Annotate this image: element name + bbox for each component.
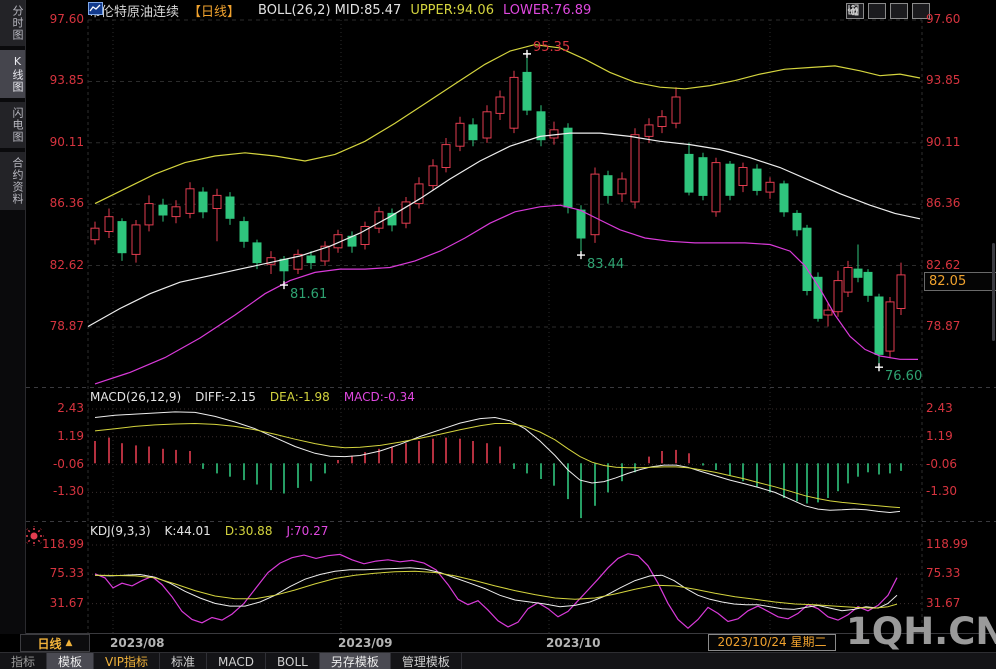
kdj-d-line <box>94 570 898 609</box>
boll-upper-value: UPPER:94.06 <box>410 3 494 18</box>
instrument-title: 布伦特原油连续 <box>88 5 180 20</box>
kdj-axis-tick-right: 31.67 <box>926 595 961 610</box>
candlestick-series <box>90 56 906 365</box>
kdj-d-value: D:30.88 <box>224 524 273 538</box>
chart-header: 布伦特原油连续 【日线】 BOLL(26,2) MID:85.47 UPPER:… <box>88 2 592 20</box>
price-axis-tick-right: 93.85 <box>926 73 961 88</box>
chart-type-sidebar: 分时图 K线图闪电图合约资料 <box>0 0 26 634</box>
boll-mid-value: BOLL(26,2) MID:85.47 <box>258 3 402 18</box>
extreme-price-label: 81.61 <box>290 287 327 302</box>
extreme-marker-cross <box>523 49 531 58</box>
extreme-price-label: 95.35 <box>533 40 570 55</box>
macd-axis-tick-left: -0.06 <box>52 456 84 471</box>
macd-panel-header: MACD(26,12,9) DIFF:-2.15 DEA:-1.98 MACD:… <box>90 390 415 404</box>
boll-lower-line <box>94 204 919 385</box>
macd-axis-tick-left: 2.43 <box>57 401 84 415</box>
macd-axis-tick-right: -1.30 <box>926 484 958 499</box>
watermark: 1QH.CN <box>846 610 996 653</box>
macd-axis-tick-left: -1.30 <box>52 484 84 499</box>
macd-dea-value: DEA:-1.98 <box>269 390 330 404</box>
period-tag: 【日线】 <box>188 5 241 20</box>
extreme-price-label: 76.60 <box>885 369 922 384</box>
x-axis-date: 2023/08 <box>110 636 165 650</box>
sidebar-item-timeshare-chart[interactable]: 分时图 <box>0 0 25 46</box>
price-axis-tick-right: 90.11 <box>926 134 961 149</box>
tab-manage-template[interactable]: 管理模板 <box>391 653 462 669</box>
tab-template[interactable]: 模板 <box>47 653 95 669</box>
price-axis-tick-left: 86.36 <box>49 196 84 211</box>
period-selector[interactable]: 日线 ▲ <box>20 634 90 652</box>
price-axis-tick-left: 82.62 <box>49 257 84 272</box>
macd-axis-tick-right: -0.06 <box>926 456 958 471</box>
tab-indicator[interactable]: 指标 <box>0 653 48 669</box>
macd-axis-tick-right: 1.19 <box>926 428 953 443</box>
kdj-axis-tick-right: 118.99 <box>926 537 968 551</box>
tab-macd[interactable]: MACD <box>207 653 267 669</box>
boll-lower-value: LOWER:76.89 <box>502 3 592 18</box>
kdj-j-line <box>94 553 898 629</box>
macd-diff-value: DIFF:-2.15 <box>195 390 256 404</box>
price-axis-tick-right: 82.62 <box>926 257 961 272</box>
indicator-settings-sun-icon[interactable] <box>24 526 44 546</box>
zoom-y-axis-icon[interactable] <box>848 3 908 19</box>
boll-mid-line <box>87 132 921 328</box>
tab-standard[interactable]: 标准 <box>160 653 208 669</box>
boll-upper-line <box>94 43 921 205</box>
right-scrollbar[interactable] <box>992 243 995 341</box>
price-axis-tick-right: 86.36 <box>926 196 961 211</box>
kdj-axis-tick-left: 75.33 <box>49 566 84 581</box>
macd-histogram <box>94 437 902 519</box>
chart-toolbar-icons <box>846 3 930 19</box>
kdj-axis-tick-left: 118.99 <box>42 537 84 551</box>
tab-vip-indicator[interactable]: VIP指标 <box>94 653 161 669</box>
price-axis-tick-left: 97.60 <box>49 12 84 26</box>
last-price-tag: 82.05 <box>924 272 996 291</box>
kdj-panel-header: KDJ(9,3,3) K:44.01 D:30.88 J:70.27 <box>90 524 328 538</box>
price-axis-tick-left: 78.87 <box>49 318 84 333</box>
sidebar-item-lightning-chart[interactable]: 闪电图 <box>0 102 25 148</box>
kdj-axis-tick-right: 75.33 <box>926 566 961 581</box>
macd-name: MACD(26,12,9) <box>90 390 182 404</box>
extreme-marker-cross <box>875 363 883 372</box>
x-axis-date: 2023/10 <box>546 636 601 650</box>
kdj-j-value: J:70.27 <box>286 524 329 538</box>
macd-macd-value: MACD:-0.34 <box>343 390 415 404</box>
kdj-axis-tick-left: 31.67 <box>49 595 84 610</box>
price-axis-tick-left: 90.11 <box>49 134 84 149</box>
sidebar-item-kline-chart[interactable]: K线图 <box>0 50 25 98</box>
kdj-k-value: K:44.01 <box>164 524 211 538</box>
period-selector-label: 日线 <box>37 636 62 651</box>
kdj-k-line <box>94 567 898 612</box>
macd-axis-tick-right: 2.43 <box>926 401 953 415</box>
tab-boll[interactable]: BOLL <box>266 653 320 669</box>
exit-chart-icon[interactable] <box>848 3 930 19</box>
macd-diff-line <box>94 411 901 514</box>
x-axis-date: 2023/09 <box>338 636 393 650</box>
sidebar-item-contract-info[interactable]: 合约资料 <box>0 152 25 210</box>
macd-axis-tick-left: 1.19 <box>57 428 84 443</box>
tab-save-template[interactable]: 另存模板 <box>319 653 391 669</box>
zoom-x-axis-icon[interactable] <box>848 3 886 19</box>
macd-dea-line <box>94 422 901 509</box>
crosshair-date-label: 2023/10/24 星期二 <box>708 634 836 651</box>
extreme-price-label: 83.44 <box>587 257 624 272</box>
price-axis-tick-right: 78.87 <box>926 318 961 333</box>
extreme-marker-cross <box>280 281 288 290</box>
bottom-toolbar: 指标 模板 VIP指标 标准 MACD BOLL 另存模板 管理模板 <box>0 652 996 669</box>
extreme-marker-cross <box>577 251 585 260</box>
kdj-name: KDJ(9,3,3) <box>90 524 151 538</box>
price-axis-tick-right: 97.60 <box>926 12 961 26</box>
price-axis-tick-left: 93.85 <box>49 73 84 88</box>
dropdown-arrow-icon: ▲ <box>65 638 73 648</box>
